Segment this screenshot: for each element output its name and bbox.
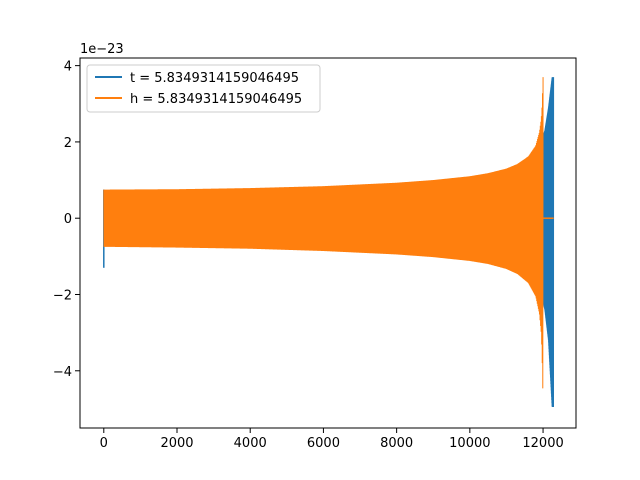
x-tick-label: 0 — [100, 436, 108, 451]
legend: t = 5.8349314159046495 h = 5.83493141590… — [86, 64, 321, 113]
y-tick-label: 0 — [64, 212, 72, 227]
y-tick-label: −4 — [53, 365, 72, 380]
x-tick-label: 10000 — [449, 436, 490, 451]
legend-box — [86, 64, 321, 113]
h-series-line — [103, 77, 544, 389]
x-tick-label: 4000 — [234, 436, 267, 451]
x-tick-label: 6000 — [307, 436, 340, 451]
x-tick-label: 12000 — [522, 436, 563, 451]
y-tick-label: 2 — [64, 136, 72, 151]
y-tick-label: −2 — [53, 288, 72, 303]
x-tick-label: 8000 — [380, 436, 413, 451]
legend-label-t: t = 5.8349314159046495 — [130, 71, 299, 86]
y-axis: −4 −2 0 2 4 — [53, 60, 80, 380]
x-axis: 0 2000 4000 6000 8000 10000 12000 — [100, 428, 564, 451]
legend-label-h: h = 5.8349314159046495 — [130, 92, 302, 107]
y-tick-label: 4 — [64, 60, 72, 75]
y-offset-label: 1e−23 — [80, 42, 124, 57]
x-tick-label: 2000 — [160, 436, 193, 451]
axes-frame — [79, 57, 577, 429]
plot-area — [103, 77, 555, 408]
